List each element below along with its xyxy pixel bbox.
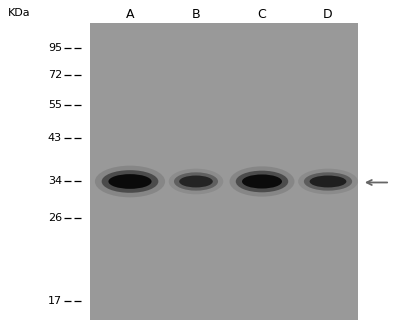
Bar (90, 23, 358, 320)
Text: 43: 43 (48, 133, 62, 143)
Text: KDa: KDa (8, 8, 31, 18)
Ellipse shape (169, 168, 223, 194)
Ellipse shape (310, 175, 346, 187)
Text: 26: 26 (48, 213, 62, 223)
Ellipse shape (95, 166, 165, 197)
Text: D: D (323, 8, 333, 22)
Text: 17: 17 (48, 296, 62, 306)
Ellipse shape (230, 166, 294, 196)
Text: 34: 34 (48, 176, 62, 186)
Ellipse shape (102, 170, 158, 193)
Ellipse shape (236, 170, 288, 192)
Ellipse shape (108, 174, 152, 189)
Text: C: C (258, 8, 266, 22)
Ellipse shape (242, 174, 282, 188)
Text: 72: 72 (48, 70, 62, 80)
Text: A: A (126, 8, 134, 22)
Ellipse shape (174, 172, 218, 190)
Ellipse shape (179, 175, 213, 187)
Text: 55: 55 (48, 100, 62, 110)
Text: 95: 95 (48, 43, 62, 53)
Ellipse shape (304, 172, 352, 190)
Text: B: B (192, 8, 200, 22)
Ellipse shape (298, 168, 358, 194)
